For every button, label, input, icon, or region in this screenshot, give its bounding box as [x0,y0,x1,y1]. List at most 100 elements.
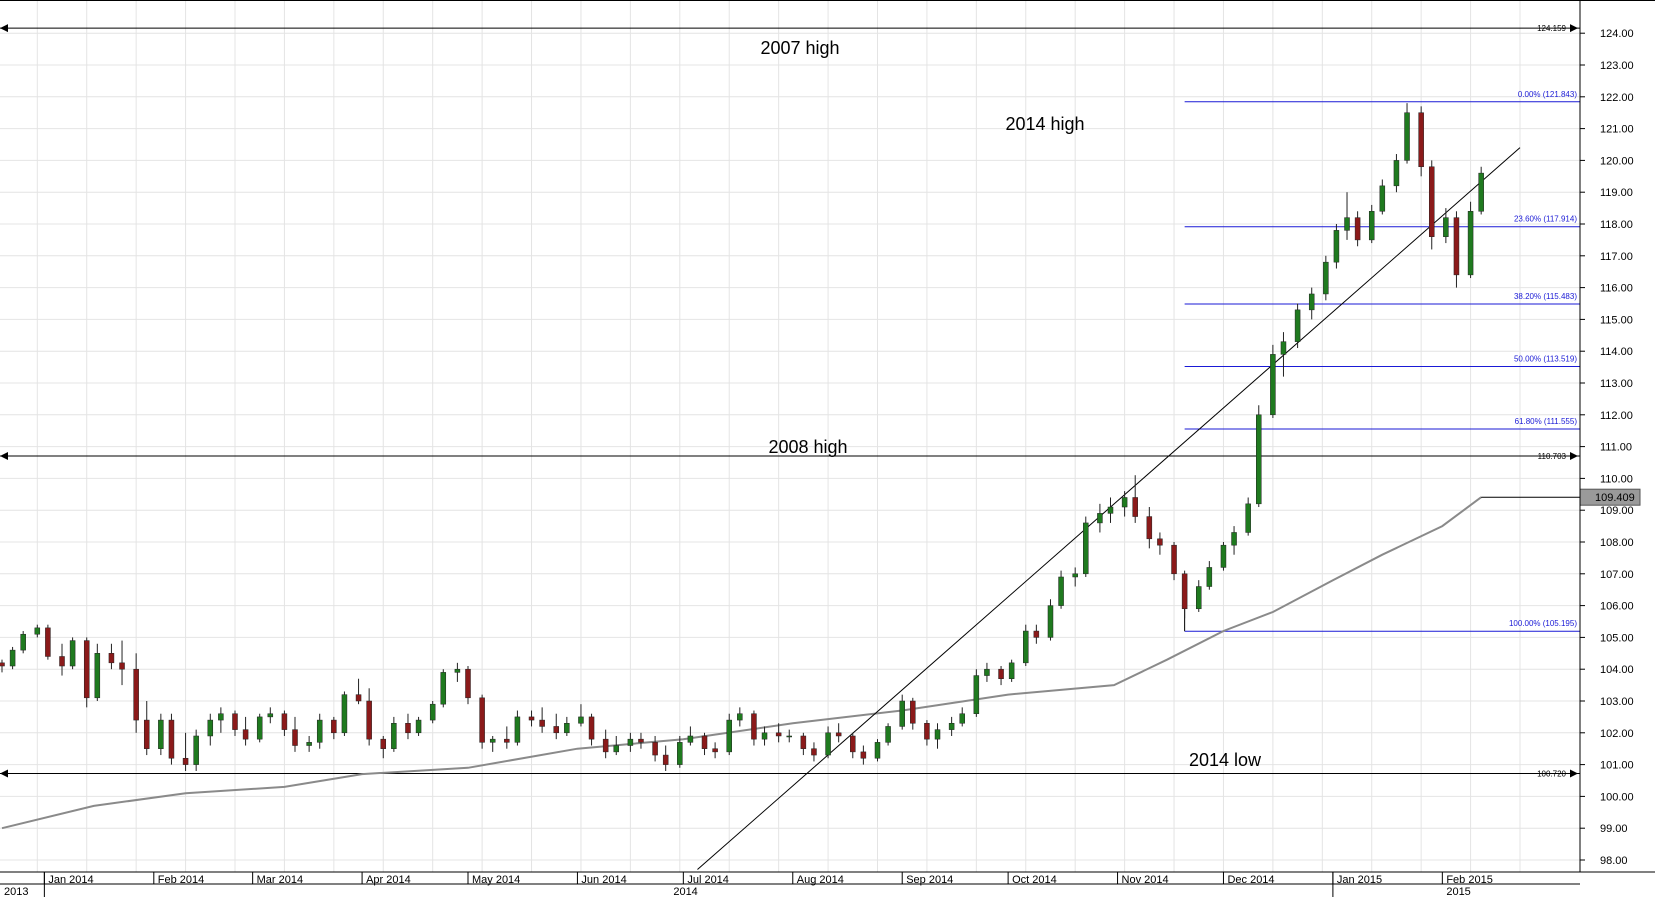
candle-body [108,653,115,664]
candle-body [775,732,782,737]
y-tick-label: 116.00 [1600,283,1633,295]
month-label: Jan 2014 [48,874,93,886]
annotation-label: 2007 high [760,38,839,58]
y-tick-label: 118.00 [1600,219,1633,231]
candle-body [761,732,768,740]
candle-body [1195,586,1202,610]
month-label: Jun 2014 [581,874,626,886]
candle-body [627,738,634,746]
candle-body [973,675,980,714]
candle-body [9,649,16,667]
candle-body [292,729,298,746]
y-tick-label: 105.00 [1600,632,1634,644]
candle-body [602,738,609,753]
candle-body [1047,605,1054,638]
candle-body [899,700,905,727]
y-tick-label: 110.00 [1600,473,1633,485]
candle-body [218,713,224,721]
candle-body [835,732,842,737]
candle-body [1206,567,1213,587]
candle-body [306,742,312,746]
y-tick-label: 98.00 [1600,855,1628,867]
y-tick-label: 113.00 [1600,378,1633,390]
annotation-label: 2008 high [768,437,847,457]
candle-body [860,751,867,759]
fib-label: 61.80% (111.555) [1515,417,1578,426]
year-label: 2014 [673,886,697,897]
candle-body [564,723,570,734]
candle-body [1072,573,1078,578]
x-axis: Jan 2014 Feb 2014 Mar 2014 Apr 2014 May 2014… [0,872,1580,897]
year-label: 2015 [1446,886,1470,897]
candle-body [316,719,323,743]
candle-body [1467,211,1474,276]
candle-body [355,694,362,702]
y-tick-label: 124.00 [1600,28,1634,40]
y-tick-label: 99.00 [1600,823,1628,835]
candles [0,103,1484,771]
y-tick-label: 120.00 [1600,155,1634,167]
candle-body [638,738,644,743]
level-label: 100.720 [1537,770,1566,779]
candle-body [415,719,422,734]
annotation-label: 2014 low [1189,750,1262,770]
candle-body [874,742,881,759]
candle-body [1308,293,1315,311]
candle-body [1453,217,1460,276]
y-tick-label: 115.00 [1600,314,1633,326]
candle-body [133,668,139,721]
candle-body [1368,211,1375,241]
candle-body [94,653,101,699]
month-label: Jan 2015 [1337,874,1382,886]
candle-body [726,719,732,753]
arrow-right-icon [1570,769,1578,778]
candle-body [1418,112,1424,168]
y-tick-label: 101.00 [1600,760,1634,772]
candle-body [959,713,965,724]
candle-body [1478,172,1484,212]
candle-body [737,713,743,721]
candle-body [331,719,337,734]
y-tick-label: 109.00 [1600,505,1634,517]
fib-label: 100.00% (105.195) [1509,619,1577,628]
fibonacci-levels: 0.00% (121.843) 23.60% (117.914) 38.20% (1… [1184,90,1580,632]
candle-body [391,723,397,749]
month-label: Oct 2014 [1012,874,1057,886]
candle-body [687,735,694,743]
candle-body [910,700,916,724]
y-tick-label: 108.00 [1600,537,1634,549]
arrow-left-icon [0,24,8,33]
candle-body [143,719,150,749]
candle-body [1008,662,1015,679]
candle-body [1058,576,1064,606]
candle-body [850,735,856,753]
candle-body [242,729,249,740]
candle-body [1220,544,1227,568]
candle-body [281,713,288,730]
candle-body [1097,513,1103,524]
candle-body [256,716,263,740]
annotation-label: 2014 high [1005,114,1084,134]
candle-body [479,697,485,743]
annotations: 2007 high 2014 high 2008 high 2014 low [760,38,1262,770]
candle-body [1107,506,1114,514]
candle-body [1157,538,1163,546]
candle-body [701,735,708,749]
fib-label: 0.00% (121.843) [1518,90,1577,99]
y-tick-label: 117.00 [1600,251,1633,263]
y-tick-label: 100.00 [1600,791,1634,803]
candle-body [1354,217,1361,241]
candle-body [539,719,545,727]
candle-body [405,723,411,734]
candle-body [1270,354,1276,416]
candle-body [454,668,461,673]
candle-body [677,742,683,765]
y-axis: 98.00 99.00 100.00 101.00 102.00 103.00 104.00… [0,0,1655,873]
candle-body [613,745,620,753]
arrow-left-icon [0,452,8,461]
candle-body [158,719,164,749]
candle-body [811,748,817,756]
candle-body [1428,166,1435,237]
month-label: Apr 2014 [366,874,411,886]
